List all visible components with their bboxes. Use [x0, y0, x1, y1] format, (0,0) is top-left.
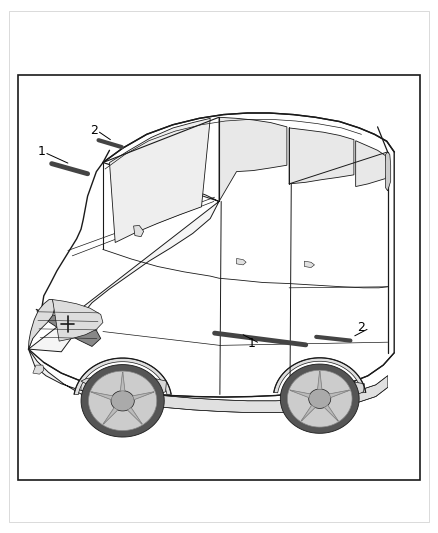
Polygon shape — [356, 141, 388, 187]
Polygon shape — [33, 365, 44, 374]
Polygon shape — [74, 358, 171, 395]
Polygon shape — [81, 376, 166, 398]
Polygon shape — [318, 372, 322, 389]
Polygon shape — [103, 408, 117, 424]
Polygon shape — [280, 381, 364, 401]
Polygon shape — [36, 309, 101, 346]
Polygon shape — [28, 300, 55, 349]
Polygon shape — [28, 113, 394, 397]
Polygon shape — [289, 128, 354, 184]
Polygon shape — [309, 389, 331, 408]
Polygon shape — [28, 349, 103, 404]
Polygon shape — [133, 392, 153, 399]
Text: 2: 2 — [90, 124, 98, 137]
Polygon shape — [81, 365, 164, 437]
Bar — [18, 75, 420, 480]
Polygon shape — [302, 406, 315, 421]
Polygon shape — [237, 259, 246, 265]
Polygon shape — [53, 300, 103, 341]
Polygon shape — [219, 117, 287, 201]
Polygon shape — [111, 391, 134, 411]
Polygon shape — [28, 163, 219, 352]
Polygon shape — [134, 225, 144, 237]
Polygon shape — [304, 261, 314, 268]
Text: 1: 1 — [248, 337, 256, 350]
Polygon shape — [92, 392, 113, 399]
Polygon shape — [287, 370, 352, 427]
Polygon shape — [325, 406, 338, 421]
Polygon shape — [110, 118, 210, 243]
Polygon shape — [329, 390, 349, 398]
Text: 2: 2 — [357, 321, 365, 334]
Polygon shape — [280, 364, 359, 433]
Polygon shape — [88, 371, 157, 431]
Polygon shape — [290, 390, 310, 398]
Polygon shape — [385, 152, 391, 191]
Polygon shape — [128, 408, 142, 424]
Polygon shape — [120, 373, 125, 391]
Text: 1: 1 — [38, 146, 46, 158]
Polygon shape — [274, 358, 366, 393]
Polygon shape — [81, 376, 388, 413]
